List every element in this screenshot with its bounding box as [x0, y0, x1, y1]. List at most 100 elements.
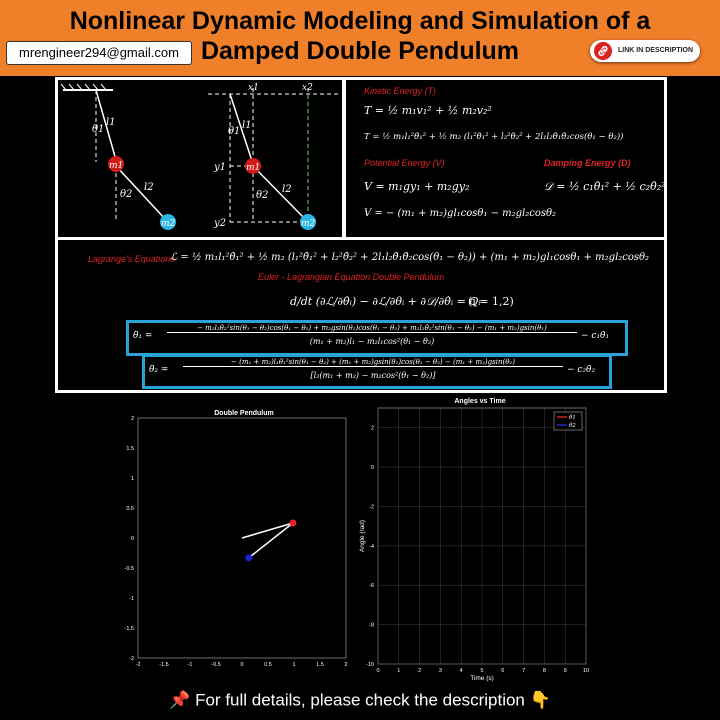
chart-ylabel: Angle (rad)	[359, 520, 366, 552]
m2-bob	[160, 214, 176, 230]
chart-xtick: 2	[418, 668, 421, 674]
m1-bob-coords	[245, 158, 261, 174]
chart-legend: θ1 θ2	[553, 411, 583, 431]
lagrangian-eq: ℒ = ½ m₁l₁²θ̇₁² + ½ m₂ (l₁²θ̇₁² + l₂²θ̇₂…	[170, 252, 650, 263]
kinetic-eq1: T = ½ m₁v₁² + ½ m₂v₂²	[364, 104, 492, 117]
angles-chart-svg: Angles vs Time 0 1 2 3 4 5 6 7 8 9 10 2 0 -2 -4 -6 -8 -10…	[359, 398, 589, 682]
theta2-denominator: [l₂(m₁ + m₂) − m₂cos²(θ₁ − θ₂)]	[310, 371, 436, 380]
euler-title: Euler - Lagrangian Equation Double Pendu…	[258, 272, 445, 282]
pendulum-ytick: -2	[129, 656, 134, 662]
potential-eq2: V = − (m₁ + m₂)gl₁cosθ₁ − m₂gl₂cosθ₂	[364, 208, 557, 219]
theta1-tail: − c₁θ̇₁	[581, 331, 610, 341]
pin-icon: 📌	[169, 690, 191, 710]
pendulum-ytick: 2	[131, 416, 134, 422]
angles-vs-time-chart: Angles vs Time 0 1 2 3 4 5 6 7 8 9 10 2 0 -2 -4 -6 -8 -10…	[340, 392, 600, 682]
pendulum-ytick: 1.5	[126, 446, 134, 452]
x1-label: x1	[248, 83, 259, 93]
pendulum-xtick: 1.5	[316, 662, 324, 668]
kinetic-eq2: T = ½ m₁l₁²θ̇₁² + ½ m₂ (l₁²θ̇₁² + l₂²θ̇₂…	[364, 132, 624, 142]
euler-range: (i = 1,2)	[468, 295, 514, 308]
theta1-equation-box: θ̈₁ = − m₂l₂θ̇₂²sin(θ₁ − θ₂)cos(θ₁ − θ₂)…	[126, 320, 628, 356]
chart-grid	[377, 408, 587, 665]
theta2-tail: − c₂θ̇₂	[567, 365, 596, 375]
pendulum-xtick: -1.5	[159, 662, 168, 668]
chart-xtick: 8	[543, 668, 546, 674]
theta1-label-coords: θ1	[228, 126, 240, 137]
y2-label: y2	[213, 218, 226, 229]
potential-eq1: V = m₁gy₁ + m₂gy₂	[364, 180, 470, 193]
theta1-numerator: − m₂l₂θ̇₂²sin(θ₁ − θ₂)cos(θ₁ − θ₂) + m₂g…	[167, 324, 577, 333]
chart-ytick: -6	[369, 583, 374, 589]
pendulum-xtick: -1	[188, 662, 193, 668]
pointer-down-icon: 👇	[529, 690, 551, 710]
chart-xtick: 6	[501, 668, 504, 674]
pendulum-ytick: -1	[129, 596, 134, 602]
header-banner: Nonlinear Dynamic Modeling and Simulatio…	[0, 0, 720, 76]
l1-label: l1	[106, 117, 116, 128]
chart-ytick: -10	[366, 662, 374, 668]
kinetic-title: Kinetic Energy (T)	[364, 86, 437, 96]
chart-xlabel: Time (s)	[470, 675, 494, 682]
damping-title: Damping Energy (D)	[544, 158, 631, 168]
lagrange-panel: Lagrange's Equations ℒ = ½ m₁l₁²θ̇₁² + ½…	[55, 237, 667, 393]
m1-label-coords: m1	[246, 163, 260, 173]
pendulum-ytick: 0.5	[126, 506, 134, 512]
chart-ytick: 2	[371, 426, 374, 432]
theta1-label: θ1	[92, 124, 104, 135]
pendulum-plot-ticks: -2 -1.5 -1 -0.5 0 0.5 1 1.5 2 2 1.5 1 0.5 0 -0.5 -1 -1.5…	[125, 416, 348, 668]
legend-theta2-label: θ2	[569, 423, 576, 429]
theta1-lhs: θ̈₁ =	[133, 331, 153, 341]
pendulum-diagram-panel: θ1 l1 m1 θ2 l2 m2 x1 x2 y1 y2 θ1 l1 m1 θ…	[55, 77, 345, 240]
pendulum-ytick: -1.5	[125, 626, 134, 632]
pendulum-xtick: 1	[292, 662, 295, 668]
chart-xtick: 4	[460, 668, 463, 674]
chart-xtick: 0	[376, 668, 379, 674]
rod-1	[241, 522, 294, 539]
bob-2	[245, 554, 253, 562]
pendulum-plot-title: Double Pendulum	[214, 410, 274, 417]
footer-text: For full details, please check the descr…	[195, 690, 525, 710]
theta2-numerator: − (m₁ + m₂)l₁θ̇₁²sin(θ₁ − θ₂) + (m₁ + m₂…	[183, 358, 563, 367]
l2-label: l2	[144, 182, 154, 193]
y1-label: y1	[213, 162, 226, 173]
m2-label-coords: m2	[301, 219, 316, 229]
energy-panel: Kinetic Energy (T) T = ½ m₁v₁² + ½ m₂v₂²…	[343, 77, 667, 240]
pendulum-xtick: 0.5	[264, 662, 272, 668]
lagrange-title: Lagrange's Equations	[88, 254, 175, 264]
theta2-label-coords: θ2	[256, 190, 268, 201]
pendulum-plot-frame	[137, 417, 347, 659]
chart-xtick: 7	[522, 668, 525, 674]
chart-xtick: 3	[439, 668, 442, 674]
chart-ytick: 0	[371, 465, 374, 471]
l2-label-coords: l2	[282, 184, 292, 195]
pendulum-xtick: 2	[344, 662, 347, 668]
m2-label: m2	[161, 219, 176, 229]
chart-title: Angles vs Time	[454, 398, 505, 405]
theta2-equation-box: θ̈₂ = − (m₁ + m₂)l₁θ̇₁²sin(θ₁ − θ₂) + (m…	[142, 354, 612, 389]
pendulum-xtick: 0	[240, 662, 243, 668]
theta2-lhs: θ̈₂ =	[149, 365, 169, 375]
pendulum-xtick: -0.5	[211, 662, 220, 668]
m1-label: m1	[109, 161, 123, 171]
link-in-description-badge[interactable]: LINK IN DESCRIPTION	[590, 40, 700, 62]
pendulum-ytick: -0.5	[125, 566, 134, 572]
link-icon	[594, 42, 612, 60]
chart-xtick: 9	[564, 668, 567, 674]
chart-ytick: -2	[369, 504, 374, 510]
chart-xtick: 5	[480, 668, 483, 674]
double-pendulum-plot: Double Pendulum -2 -1.5 -1 -0.5 0 0.5 1 1.5 2 2 1.…	[110, 400, 360, 670]
chart-ytick: -8	[369, 623, 374, 629]
rod-2	[248, 522, 294, 559]
page-title: Nonlinear Dynamic Modeling and Simulatio…	[69, 7, 651, 65]
chart-ytick: -4	[369, 544, 374, 550]
link-label: LINK IN DESCRIPTION	[618, 47, 694, 54]
euler-eq: d/dt (∂ℒ/∂θ̇ᵢ) − ∂ℒ/∂θᵢ + ∂𝒟/∂θ̇ᵢ = Qᵢ	[290, 295, 481, 308]
pendulum-plot-svg: Double Pendulum -2 -1.5 -1 -0.5 0 0.5 1 1.5 2 2 1.…	[125, 410, 348, 668]
potential-title: Potential Energy (V)	[364, 158, 445, 168]
pendulum-schematic: θ1 l1 m1 θ2 l2 m2 x1 x2 y1 y2 θ1 l1 m1 θ…	[60, 83, 338, 230]
email-label: mrengineer294@gmail.com	[6, 41, 192, 65]
x2-label: x2	[302, 83, 313, 93]
theta1-denominator: (m₁ + m₂)l₁ − m₂l₁cos²(θ₁ − θ₂)	[309, 337, 435, 346]
legend-theta1-label: θ1	[569, 415, 576, 421]
l1-label-coords: l1	[242, 120, 252, 131]
